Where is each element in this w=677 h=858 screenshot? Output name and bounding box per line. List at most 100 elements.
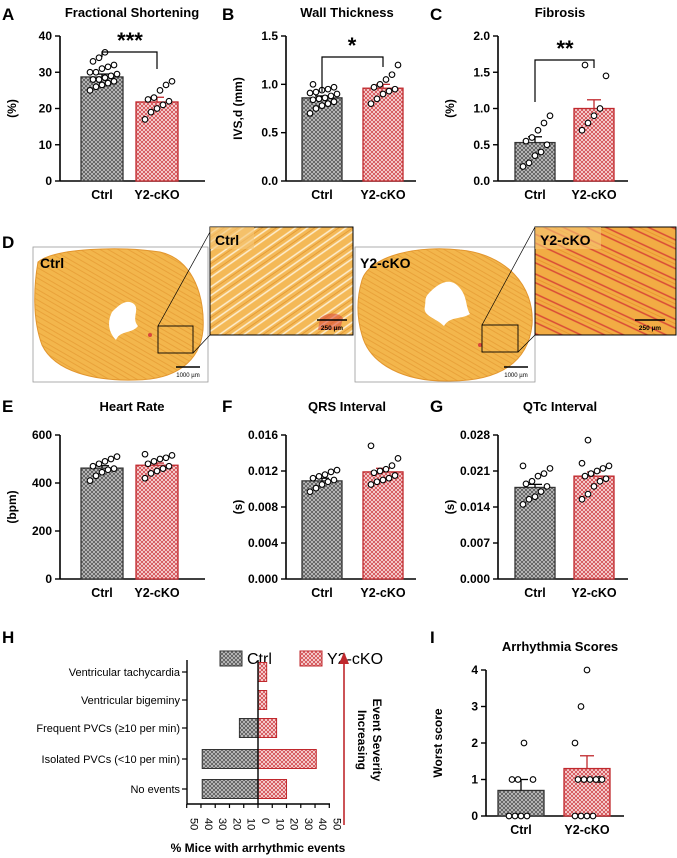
label-ko-section: Y2-cKO	[360, 255, 411, 271]
data-point	[376, 467, 384, 475]
bar-ko	[573, 475, 615, 580]
data-point	[309, 80, 317, 88]
y-tick-label: 3	[471, 700, 478, 714]
data-point	[367, 100, 375, 108]
x-tick-label: Ctrl	[91, 188, 113, 202]
y-tick-label: 0.012	[248, 464, 278, 478]
sig-bracket-a: ***	[101, 28, 158, 69]
bar-ko	[257, 690, 268, 710]
data-point	[110, 61, 118, 69]
data-point	[98, 65, 106, 72]
category-label: Frequent PVCs (≥10 per min)	[36, 723, 180, 735]
y-tick-label: 30	[39, 65, 53, 79]
histology-ctrl-inset: Ctrl 250 µm	[209, 226, 354, 336]
data-point	[104, 466, 112, 474]
data-point	[584, 119, 592, 127]
chart-fractional-shortening: Fractional Shortening (%) 0 10 20 30 40 Ctrl Y2-…	[5, 5, 205, 202]
panel-letter-e: E	[2, 397, 13, 416]
data-point	[92, 83, 100, 91]
zoom-box-ctrl	[157, 325, 194, 354]
data-point	[394, 61, 402, 69]
data-point	[596, 105, 604, 112]
scale-1000-a: 1000 µm	[176, 373, 199, 379]
severity-arrow-head	[339, 652, 349, 664]
data-point	[98, 468, 106, 476]
data-point	[373, 478, 381, 486]
chart-title: Wall Thickness	[300, 5, 393, 20]
legend-swatch-ko	[299, 650, 323, 667]
data-point	[147, 470, 155, 477]
x-tick-label: 40	[202, 818, 214, 830]
y-tick-label: 200	[32, 524, 52, 538]
data-point	[577, 812, 585, 820]
data-point	[578, 126, 586, 134]
data-point	[156, 87, 164, 94]
data-point	[388, 71, 396, 79]
y-tick-label: 0.016	[248, 428, 278, 442]
panel-letter-h: H	[2, 628, 14, 647]
chart-title: QRS Interval	[308, 399, 386, 414]
data-point	[113, 70, 121, 78]
data-point	[523, 812, 531, 820]
data-point	[382, 76, 390, 83]
x-tick-label: Y2-cKO	[571, 586, 616, 600]
x-tick-label: Y2-cKO	[564, 823, 609, 837]
panel-letter-f: F	[222, 397, 232, 416]
data-point	[586, 776, 594, 783]
data-point	[153, 105, 161, 112]
data-point	[514, 776, 522, 783]
bar-ko	[573, 107, 615, 182]
data-point	[522, 137, 530, 145]
chart-qtc-interval: QTc Interval (s) 0.000 0.007 0.014 0.021 0.028…	[443, 399, 628, 600]
data-point	[113, 453, 121, 460]
x-tick-label: 50	[188, 818, 200, 830]
data-point	[315, 473, 323, 480]
data-point	[101, 74, 109, 82]
x-tick-label: Ctrl	[524, 188, 546, 202]
y-tick-label: 1.5	[473, 65, 490, 79]
data-point	[367, 481, 375, 488]
data-point	[522, 480, 530, 488]
data-point	[168, 452, 176, 459]
bar-ko	[257, 779, 288, 799]
data-point	[162, 454, 170, 462]
data-point	[505, 812, 513, 820]
lumen-ctrl	[109, 301, 138, 340]
data-point	[394, 455, 402, 462]
data-point	[165, 97, 173, 105]
data-point	[95, 76, 103, 83]
category-label: Ventricular tachycardia	[69, 667, 181, 679]
y-tick-label: 0.5	[261, 126, 278, 140]
bar-ctrl	[201, 779, 259, 799]
y-tick-label: 0	[45, 572, 52, 586]
data-point	[537, 488, 545, 495]
bar-ko	[257, 718, 278, 738]
panel-letter-g: G	[430, 397, 443, 416]
y-axis-label: Worst score	[431, 708, 445, 777]
data-point	[89, 76, 97, 83]
data-point	[517, 812, 525, 820]
data-point	[599, 465, 607, 472]
data-point	[312, 105, 320, 112]
x-tick-label: Ctrl	[524, 586, 546, 600]
data-point	[580, 776, 588, 783]
y-tick-label: 400	[32, 476, 52, 490]
data-point	[531, 152, 539, 159]
data-point	[165, 462, 173, 470]
data-point	[315, 95, 323, 103]
data-point	[379, 90, 387, 98]
y-tick-label: 0.0	[473, 174, 490, 188]
category-label: No events	[130, 784, 180, 796]
x-tick-label: Ctrl	[311, 586, 333, 600]
scale-250-b: 250 µm	[639, 325, 661, 332]
panel-letter-c: C	[430, 5, 442, 24]
chart-wall-thickness: Wall Thickness IVS,d (mm) 0.0 0.5 1.0 1.5 Ctrl…	[231, 5, 416, 202]
data-point	[391, 85, 399, 93]
data-point	[508, 776, 516, 783]
y-tick-label: 600	[32, 428, 52, 442]
data-point	[92, 472, 100, 480]
bar-ko	[135, 464, 179, 580]
annotation-line1: Increasing	[355, 710, 369, 770]
y-tick-label: 0	[471, 809, 478, 823]
